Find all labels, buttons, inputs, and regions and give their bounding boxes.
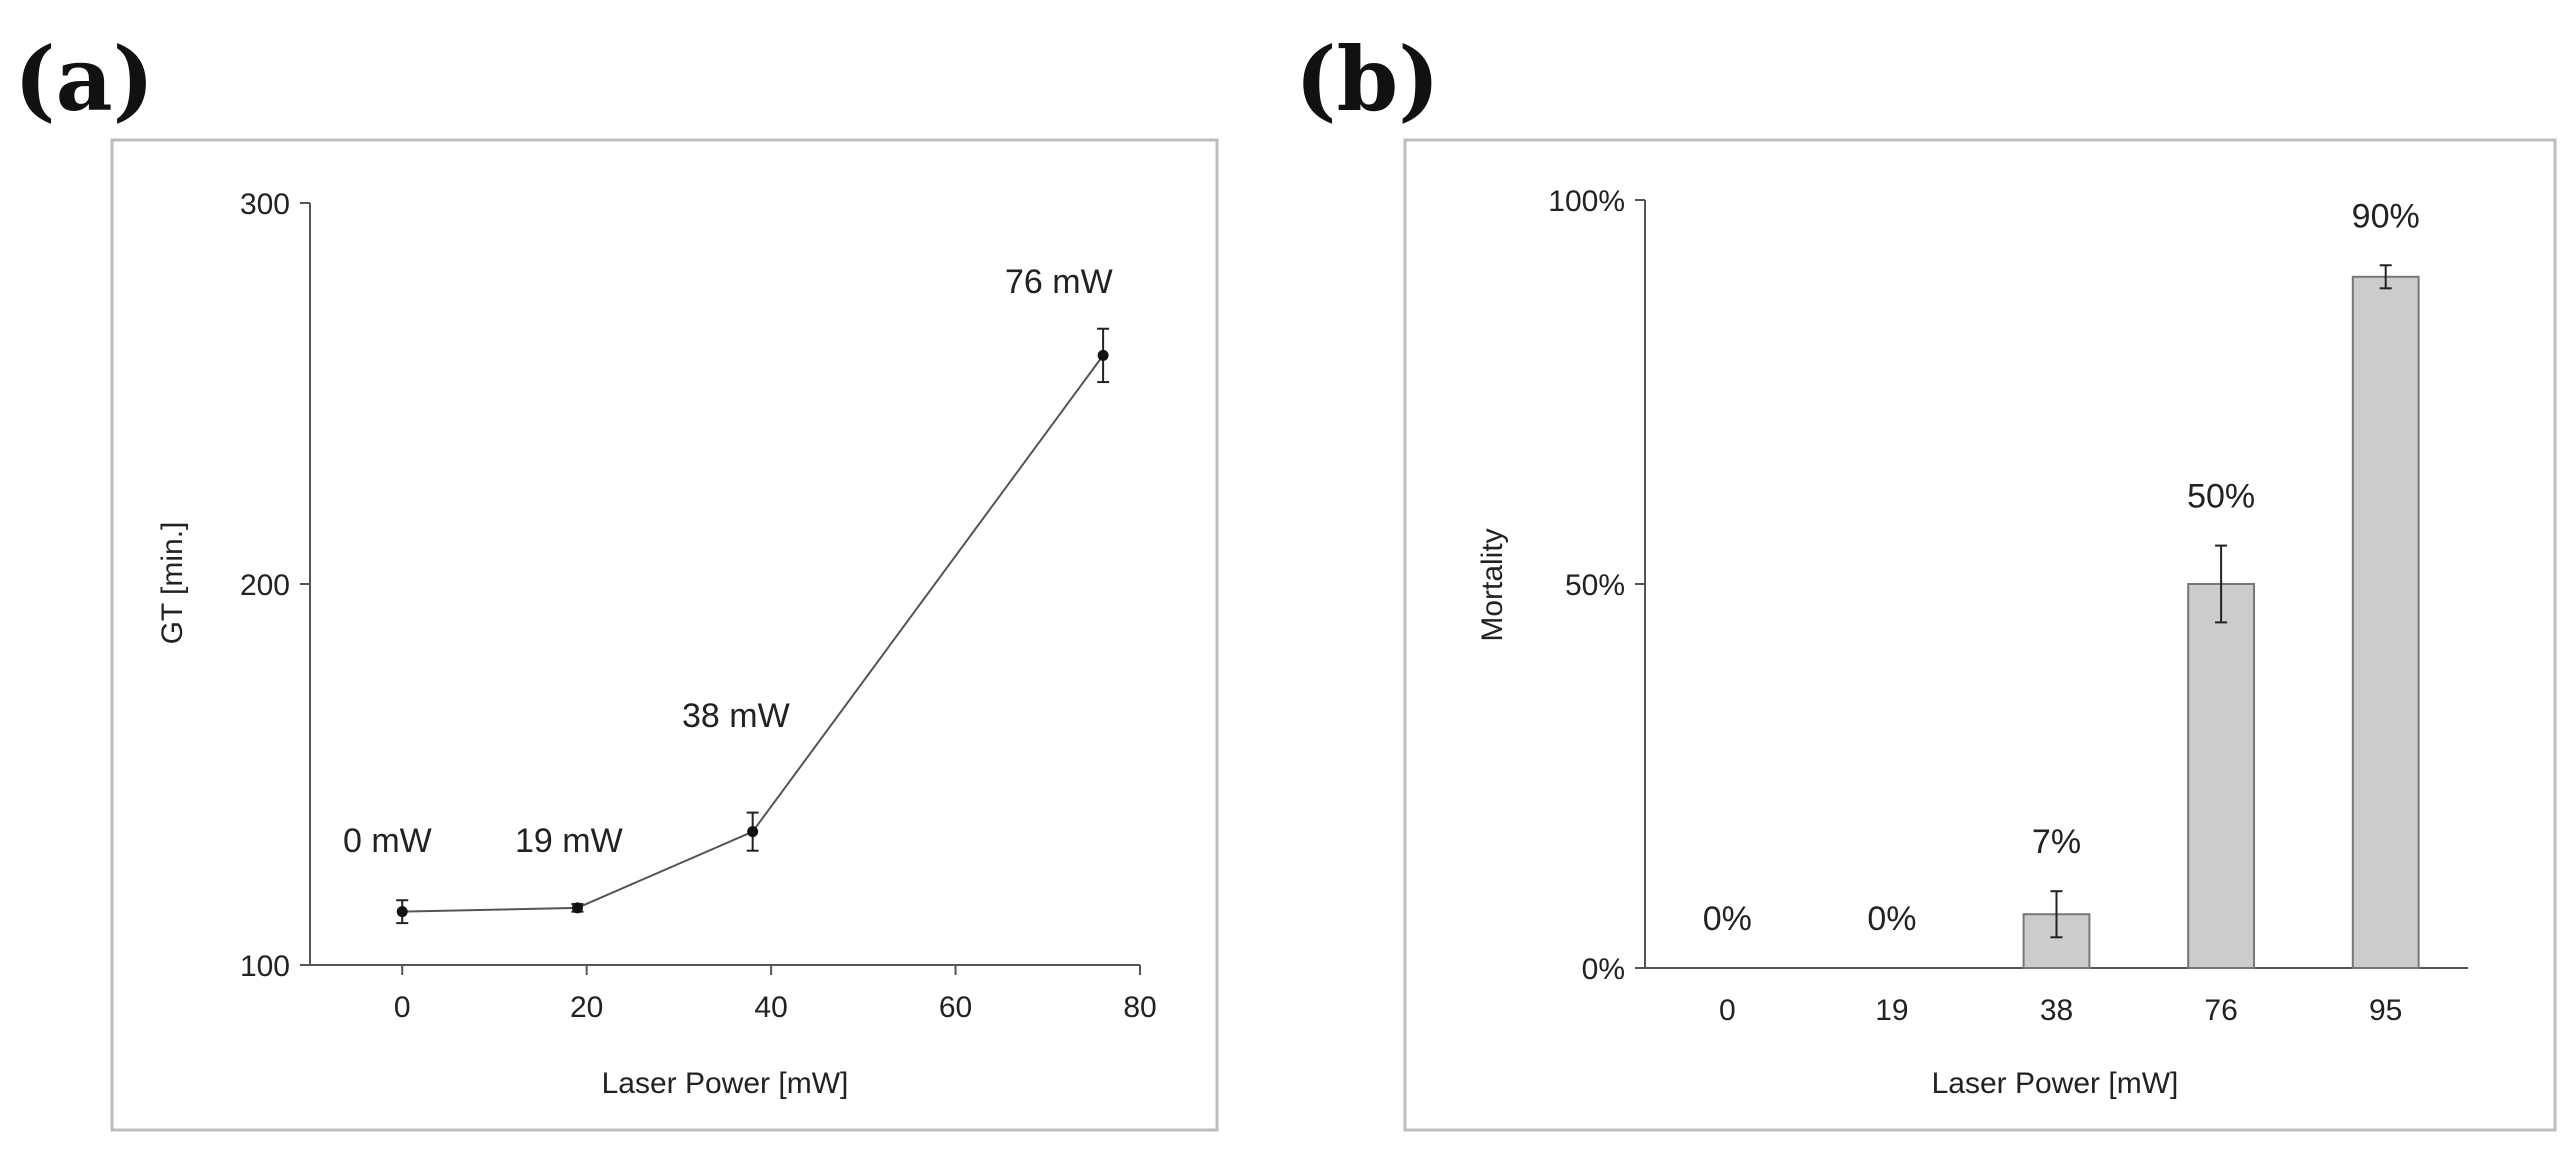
data-label: 0% bbox=[1703, 900, 1752, 938]
x-tick-label: 20 bbox=[570, 991, 603, 1024]
y-tick-label: 300 bbox=[240, 188, 290, 221]
panel-b-label: (b) bbox=[1295, 27, 1440, 131]
annotation-0mw: 0 mW bbox=[343, 822, 432, 860]
data-point bbox=[1097, 349, 1109, 361]
y-tick-label: 100 bbox=[240, 950, 290, 983]
x-tick-label: 19 bbox=[1875, 994, 1908, 1027]
y-tick-label: 100% bbox=[1548, 185, 1625, 218]
panel-a-x-label: Laser Power [mW] bbox=[602, 1067, 849, 1100]
bar bbox=[2022, 913, 2091, 969]
panel-a-annotations: 0 mW 19 mW 38 mW 76 mW bbox=[343, 263, 1113, 860]
panel-b: (b) 0% 50% 100% 0% 0 0% 19 7% 38 50% 76 90% 95 Lase… bbox=[1295, 27, 2557, 1132]
annotation-19mw: 19 mW bbox=[515, 822, 623, 860]
data-label: 0% bbox=[1867, 900, 1916, 938]
data-point bbox=[747, 826, 759, 838]
panel-b-y-ticks: 0% 50% 100% bbox=[1548, 185, 1645, 986]
panel-a: (a) 100 200 300 0 20 40 60 80 0 mW 19 mW 38 mW… bbox=[14, 27, 1219, 1132]
y-tick-label: 200 bbox=[240, 569, 290, 602]
data-point bbox=[396, 906, 408, 918]
panel-a-y-ticks: 100 200 300 bbox=[240, 188, 310, 983]
panel-b-x-label: Laser Power [mW] bbox=[1932, 1067, 2179, 1100]
panel-a-x-ticks: 0 20 40 60 80 bbox=[394, 965, 1157, 1024]
x-tick-label: 38 bbox=[2040, 994, 2073, 1027]
x-tick-label: 0 bbox=[394, 991, 411, 1024]
panel-b-bars: 0% 0 0% 19 7% 38 50% 76 90% 95 bbox=[1703, 197, 2420, 1027]
panel-a-y-label: GT [min.] bbox=[156, 522, 189, 645]
x-tick-label: 95 bbox=[2369, 994, 2402, 1027]
y-tick-label: 0% bbox=[1582, 953, 1625, 986]
data-label: 90% bbox=[2352, 197, 2420, 235]
x-tick-label: 0 bbox=[1719, 994, 1736, 1027]
series-line bbox=[402, 354, 1104, 913]
data-label: 50% bbox=[2187, 478, 2255, 516]
panel-a-frame bbox=[110, 138, 1219, 1132]
panel-b-frame bbox=[1403, 138, 2557, 1132]
panel-b-y-label: Mortality bbox=[1476, 528, 1509, 641]
bar bbox=[2351, 275, 2420, 969]
y-tick-label: 50% bbox=[1565, 569, 1625, 602]
x-tick-label: 40 bbox=[754, 991, 787, 1024]
annotation-38mw: 38 mW bbox=[682, 697, 790, 735]
x-tick-label: 80 bbox=[1123, 991, 1156, 1024]
annotation-76mw: 76 mW bbox=[1005, 263, 1113, 301]
bar bbox=[2187, 583, 2256, 969]
data-label: 7% bbox=[2032, 823, 2081, 861]
x-tick-label: 60 bbox=[939, 991, 972, 1024]
data-point bbox=[571, 902, 583, 914]
x-tick-label: 76 bbox=[2204, 994, 2237, 1027]
panel-a-label: (a) bbox=[14, 27, 154, 131]
panel-a-series bbox=[396, 327, 1110, 925]
